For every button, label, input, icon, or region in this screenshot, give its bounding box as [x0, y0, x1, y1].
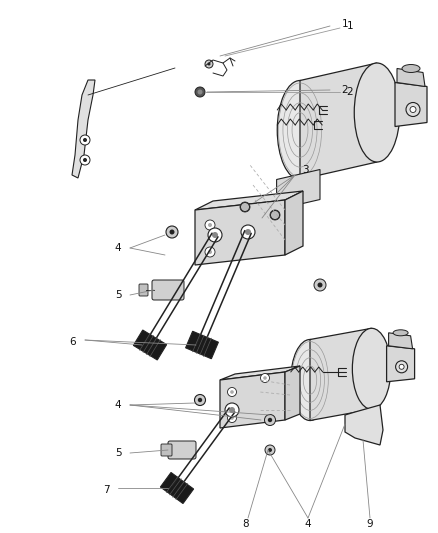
Ellipse shape: [277, 80, 323, 180]
Polygon shape: [300, 63, 377, 180]
Circle shape: [227, 414, 237, 423]
Polygon shape: [72, 80, 95, 178]
Circle shape: [273, 213, 277, 217]
Polygon shape: [195, 191, 303, 210]
Text: 2: 2: [342, 85, 348, 95]
Circle shape: [241, 225, 255, 239]
Circle shape: [268, 448, 272, 452]
Text: 5: 5: [115, 448, 121, 458]
Circle shape: [268, 418, 272, 422]
Circle shape: [318, 282, 322, 287]
Circle shape: [263, 376, 267, 380]
Circle shape: [198, 90, 202, 94]
Circle shape: [240, 202, 250, 212]
Circle shape: [406, 102, 420, 117]
Polygon shape: [345, 405, 383, 445]
Text: 2: 2: [347, 87, 353, 97]
Ellipse shape: [354, 63, 400, 162]
Circle shape: [265, 415, 276, 425]
Circle shape: [212, 232, 218, 238]
Circle shape: [227, 387, 237, 397]
Polygon shape: [186, 331, 219, 359]
Circle shape: [270, 210, 280, 220]
Text: 1: 1: [347, 21, 353, 31]
Circle shape: [243, 205, 247, 209]
Ellipse shape: [352, 328, 391, 409]
Text: 7: 7: [102, 485, 110, 495]
Circle shape: [265, 445, 275, 455]
Circle shape: [80, 135, 90, 145]
Polygon shape: [285, 366, 300, 420]
Circle shape: [245, 229, 251, 235]
Circle shape: [396, 361, 408, 373]
Polygon shape: [220, 366, 300, 380]
Text: 8: 8: [243, 519, 249, 529]
Circle shape: [194, 394, 205, 406]
Text: 3: 3: [302, 165, 308, 175]
Circle shape: [230, 390, 234, 394]
Circle shape: [261, 374, 269, 383]
Polygon shape: [160, 472, 194, 504]
Circle shape: [205, 220, 215, 230]
Circle shape: [208, 62, 211, 66]
FancyBboxPatch shape: [139, 284, 148, 296]
Text: 9: 9: [367, 519, 373, 529]
Ellipse shape: [291, 340, 329, 421]
Circle shape: [80, 155, 90, 165]
Circle shape: [205, 60, 213, 68]
Circle shape: [240, 203, 250, 212]
Polygon shape: [389, 333, 413, 349]
Polygon shape: [395, 83, 427, 126]
Text: 4: 4: [115, 400, 121, 410]
Circle shape: [83, 158, 87, 162]
Circle shape: [271, 211, 279, 220]
Circle shape: [208, 223, 212, 227]
Polygon shape: [277, 169, 320, 209]
Circle shape: [195, 87, 205, 97]
Polygon shape: [133, 330, 166, 360]
Text: 1: 1: [342, 19, 348, 29]
Ellipse shape: [393, 330, 408, 336]
Circle shape: [83, 138, 87, 142]
FancyBboxPatch shape: [161, 444, 172, 456]
Circle shape: [225, 403, 239, 417]
Text: 4: 4: [305, 519, 311, 529]
Polygon shape: [220, 372, 285, 428]
Text: 5: 5: [115, 290, 121, 300]
Circle shape: [208, 228, 222, 242]
Circle shape: [229, 407, 235, 413]
Polygon shape: [310, 328, 371, 421]
FancyBboxPatch shape: [168, 441, 196, 459]
Circle shape: [314, 279, 326, 291]
Polygon shape: [285, 191, 303, 255]
Circle shape: [170, 230, 174, 235]
Polygon shape: [387, 346, 415, 382]
FancyBboxPatch shape: [152, 280, 184, 300]
Polygon shape: [195, 200, 285, 265]
Ellipse shape: [402, 64, 420, 72]
Circle shape: [399, 364, 404, 369]
Circle shape: [230, 416, 234, 420]
Circle shape: [410, 107, 416, 112]
Circle shape: [205, 247, 215, 257]
Circle shape: [208, 250, 212, 254]
Text: 4: 4: [115, 243, 121, 253]
Text: 6: 6: [70, 337, 76, 347]
Polygon shape: [397, 69, 425, 86]
Circle shape: [198, 398, 202, 402]
Circle shape: [166, 226, 178, 238]
